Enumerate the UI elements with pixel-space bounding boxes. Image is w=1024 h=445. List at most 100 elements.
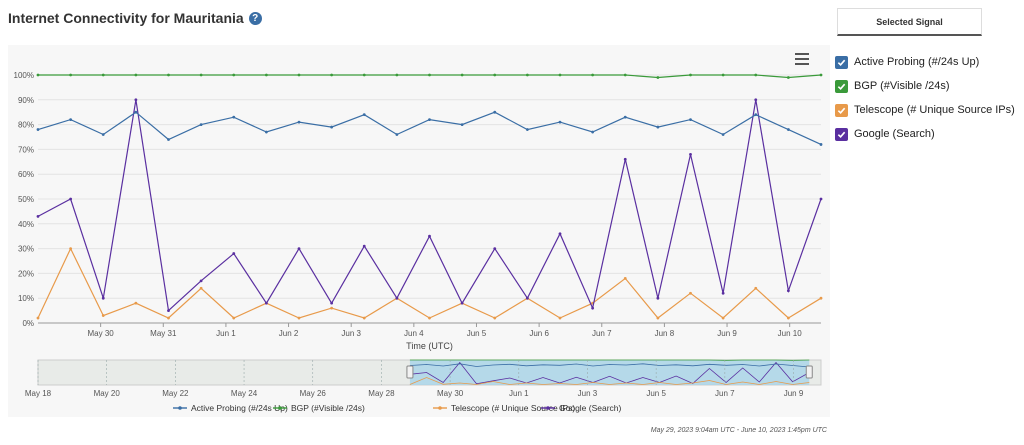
data-point bbox=[167, 73, 170, 77]
data-point bbox=[134, 301, 138, 305]
legend-label: Telescope (# Unique Source IPs) bbox=[451, 403, 575, 413]
data-point bbox=[232, 316, 236, 320]
data-point bbox=[558, 232, 562, 236]
navigator-tick-label: May 30 bbox=[437, 389, 464, 398]
data-point bbox=[101, 314, 105, 317]
y-tick-label: 40% bbox=[18, 220, 34, 229]
data-point bbox=[36, 214, 40, 218]
signal-label: BGP (#Visible /24s) bbox=[854, 80, 950, 92]
data-point bbox=[525, 128, 529, 131]
data-point bbox=[754, 73, 758, 77]
data-point bbox=[199, 73, 203, 77]
signal-label: Active Probing (#/24s Up) bbox=[854, 56, 980, 68]
page-header: Internet Connectivity for Mauritania ? bbox=[8, 10, 262, 26]
signal-item-telescope[interactable]: Telescope (# Unique Source IPs) bbox=[835, 98, 1015, 122]
data-point bbox=[721, 73, 725, 77]
navigator-series-line bbox=[409, 361, 810, 385]
data-point bbox=[656, 76, 660, 79]
signal-item-google[interactable]: Google (Search) bbox=[835, 122, 1015, 146]
data-point bbox=[493, 73, 497, 77]
data-point bbox=[232, 115, 236, 119]
data-point bbox=[689, 118, 692, 122]
signal-item-bgp[interactable]: BGP (#Visible /24s) bbox=[835, 74, 1015, 98]
checkbox-active-probing[interactable] bbox=[835, 55, 848, 69]
data-point bbox=[754, 113, 758, 117]
data-point bbox=[69, 197, 73, 201]
data-point bbox=[297, 120, 301, 124]
checkbox-bgp[interactable] bbox=[835, 79, 848, 93]
x-axis-title: Time (UTC) bbox=[406, 341, 453, 351]
data-point bbox=[786, 76, 790, 79]
data-point bbox=[689, 152, 692, 156]
x-tick-label: Jun 3 bbox=[341, 329, 361, 338]
signal-item-active-probing[interactable]: Active Probing (#/24s Up) bbox=[835, 50, 1015, 74]
data-point bbox=[819, 197, 823, 201]
data-point bbox=[101, 133, 105, 136]
date-range-label: May 29, 2023 9:04am UTC - June 10, 2023 … bbox=[650, 427, 827, 434]
data-point bbox=[101, 296, 105, 300]
data-point bbox=[460, 73, 464, 77]
data-point bbox=[297, 247, 301, 251]
data-point bbox=[689, 291, 692, 295]
data-point bbox=[428, 316, 431, 320]
y-tick-label: 90% bbox=[18, 96, 34, 105]
data-point bbox=[330, 125, 334, 129]
navigator-tick-label: May 24 bbox=[231, 389, 258, 398]
x-tick-label: Jun 6 bbox=[529, 329, 549, 338]
help-icon[interactable]: ? bbox=[248, 11, 262, 25]
navigator-tick-label: May 20 bbox=[94, 389, 121, 398]
data-point bbox=[297, 316, 301, 320]
data-point bbox=[493, 110, 497, 114]
x-tick-label: Jun 5 bbox=[467, 329, 487, 338]
x-tick-label: Jun 2 bbox=[279, 329, 299, 338]
legend-marker bbox=[546, 406, 550, 410]
data-point bbox=[656, 125, 660, 129]
data-point bbox=[656, 316, 660, 320]
data-point bbox=[623, 115, 627, 119]
page-title: Internet Connectivity for Mauritania bbox=[8, 10, 244, 26]
data-point bbox=[167, 138, 170, 141]
data-point bbox=[264, 301, 268, 305]
data-point bbox=[721, 316, 725, 320]
data-point bbox=[558, 120, 562, 124]
data-point bbox=[330, 301, 334, 305]
checkbox-google[interactable] bbox=[835, 127, 848, 141]
x-tick-label: Jun 7 bbox=[592, 329, 612, 338]
data-point bbox=[232, 252, 236, 255]
series-line bbox=[37, 99, 822, 312]
x-tick-label: Jun 9 bbox=[717, 329, 737, 338]
data-point bbox=[689, 73, 692, 77]
y-tick-label: 60% bbox=[18, 170, 34, 179]
data-point bbox=[69, 247, 73, 251]
navigator-tick-label: Jun 9 bbox=[784, 389, 804, 398]
data-point bbox=[297, 73, 301, 77]
tab-selected-signal[interactable]: Selected Signal bbox=[837, 8, 982, 36]
series-line bbox=[37, 111, 822, 145]
data-point bbox=[134, 73, 138, 77]
signal-label: Google (Search) bbox=[854, 128, 935, 140]
data-point bbox=[199, 286, 203, 290]
y-tick-label: 10% bbox=[18, 294, 34, 303]
data-point bbox=[558, 73, 562, 77]
data-point bbox=[36, 316, 40, 320]
data-point bbox=[167, 316, 170, 320]
data-point bbox=[754, 286, 758, 290]
navigator-series-line bbox=[409, 377, 810, 385]
navigator-tick-label: Jun 5 bbox=[646, 389, 666, 398]
data-point bbox=[167, 309, 170, 312]
data-point bbox=[134, 110, 138, 114]
navigator-tick-label: May 28 bbox=[368, 389, 395, 398]
data-point bbox=[362, 113, 366, 117]
data-point bbox=[591, 306, 595, 310]
legend-marker bbox=[438, 406, 442, 410]
chart-menu-icon[interactable] bbox=[795, 53, 809, 65]
navigator-tick-label: Jun 3 bbox=[578, 389, 598, 398]
y-tick-label: 100% bbox=[14, 71, 34, 80]
data-point bbox=[558, 316, 562, 320]
checkbox-telescope[interactable] bbox=[835, 103, 848, 117]
data-point bbox=[330, 306, 334, 310]
signal-label: Telescope (# Unique Source IPs) bbox=[854, 104, 1015, 116]
navigator-tick-label: Jun 1 bbox=[509, 389, 529, 398]
data-point bbox=[395, 296, 399, 300]
x-tick-label: Jun 8 bbox=[655, 329, 675, 338]
